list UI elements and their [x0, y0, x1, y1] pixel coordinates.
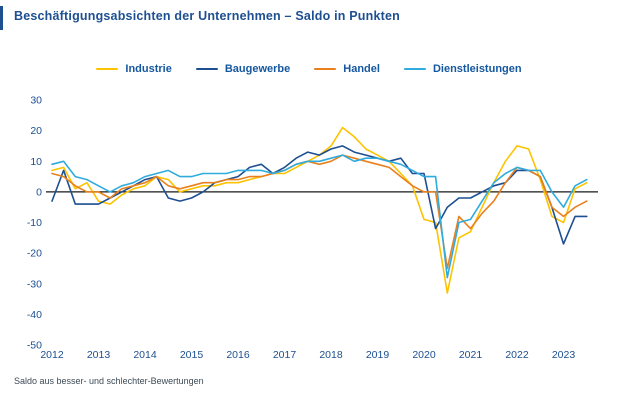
- baugewerbe-line-swatch: [195, 67, 218, 71]
- chart-area: 30 20 10 0 -10 -20 -30 -40 -50 2012 2013 2014 2015 20…: [0, 85, 618, 370]
- legend-item-dienstleistungen: Dienstleistungen: [403, 63, 522, 75]
- footnote: Saldo aus besser- und schlechter-Bewertu…: [14, 376, 204, 386]
- legend-item-handel: Handel: [314, 63, 380, 75]
- svg-text:2020: 2020: [412, 349, 436, 361]
- legend-label-handel: Handel: [343, 63, 380, 75]
- industrie-line-swatch: [96, 67, 119, 71]
- legend-item-baugewerbe: Baugewerbe: [195, 63, 291, 75]
- svg-text:2012: 2012: [40, 349, 64, 361]
- svg-text:-50: -50: [27, 340, 42, 352]
- legend-label-industrie: Industrie: [125, 63, 172, 75]
- svg-text:-40: -40: [27, 309, 42, 321]
- accent-bar: [0, 6, 3, 30]
- handel-line-swatch: [314, 67, 337, 71]
- svg-text:-20: -20: [27, 248, 42, 260]
- dienstleistungen-line-swatch: [403, 67, 426, 71]
- svg-text:2021: 2021: [459, 349, 483, 361]
- svg-text:20: 20: [30, 125, 42, 137]
- svg-text:2016: 2016: [226, 349, 250, 361]
- svg-text:-30: -30: [27, 278, 42, 290]
- svg-text:2013: 2013: [87, 349, 111, 361]
- svg-text:2017: 2017: [273, 349, 297, 361]
- svg-text:2019: 2019: [366, 349, 390, 361]
- svg-text:0: 0: [36, 186, 42, 198]
- svg-text:30: 30: [30, 95, 42, 107]
- svg-text:2022: 2022: [505, 349, 529, 361]
- page-title: Beschäftigungsabsichten der Unternehmen …: [14, 9, 400, 23]
- svg-text:-10: -10: [27, 217, 42, 229]
- legend-label-dienstleistungen: Dienstleistungen: [432, 63, 522, 75]
- legend-label-baugewerbe: Baugewerbe: [224, 63, 291, 75]
- legend-item-industrie: Industrie: [96, 63, 172, 75]
- svg-text:2015: 2015: [180, 349, 204, 361]
- svg-text:2018: 2018: [319, 349, 343, 361]
- svg-text:2023: 2023: [552, 349, 576, 361]
- svg-text:10: 10: [30, 156, 42, 168]
- chart-legend: Industrie Baugewerbe Handel Dienstleistu…: [0, 63, 618, 75]
- svg-text:2014: 2014: [133, 349, 157, 361]
